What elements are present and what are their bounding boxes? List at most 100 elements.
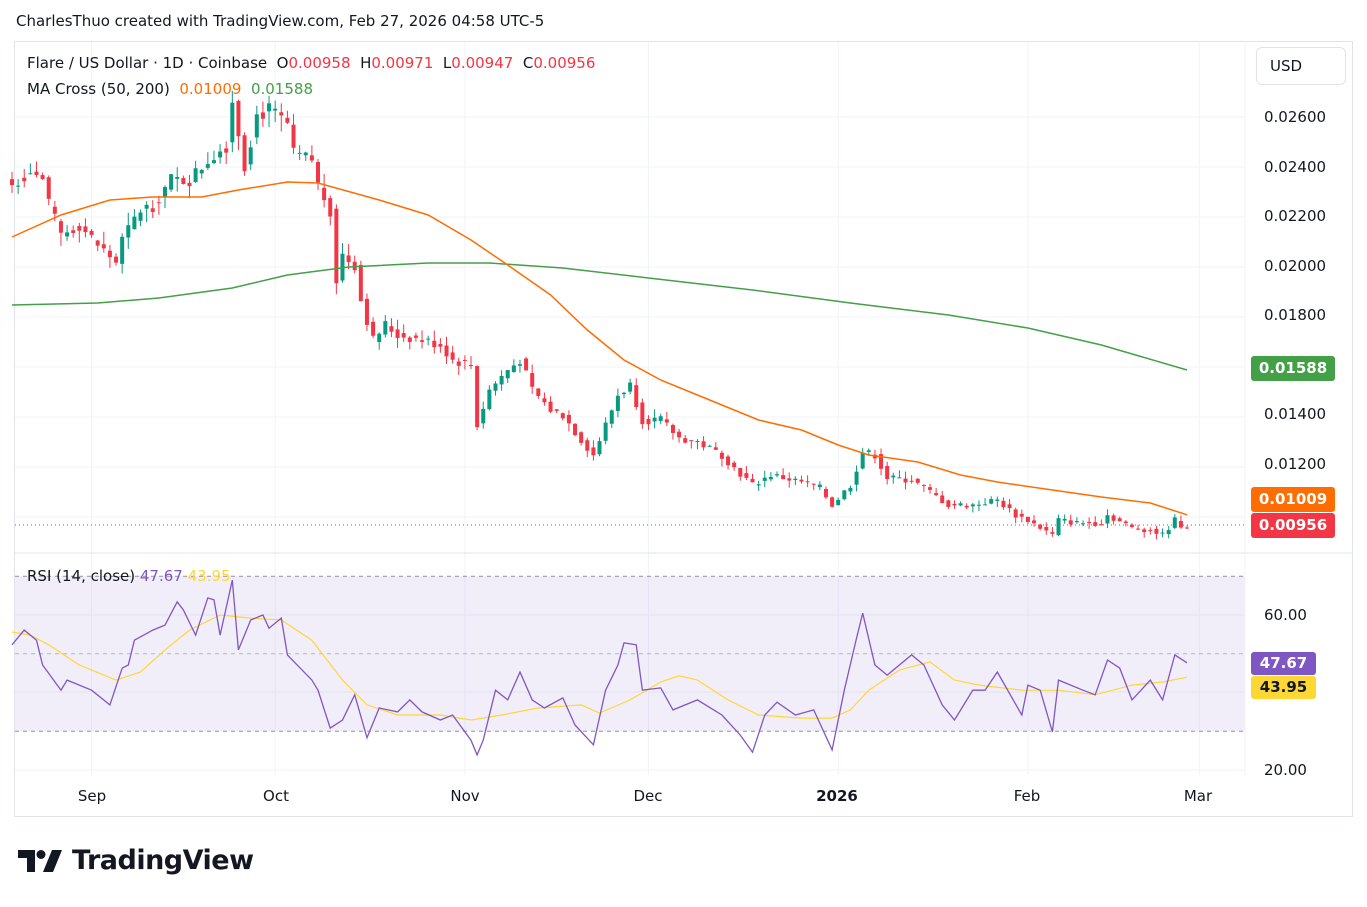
candle-body xyxy=(1105,515,1110,524)
candle-body xyxy=(983,504,988,506)
candle-body xyxy=(609,410,614,424)
candle-body xyxy=(205,164,210,168)
ma50-line xyxy=(11,181,1188,516)
candle-body xyxy=(1136,528,1141,530)
candle-body xyxy=(120,236,125,264)
candle-body xyxy=(719,452,724,459)
candle-body xyxy=(89,230,94,235)
candle-body xyxy=(432,340,437,348)
candle-body xyxy=(58,221,63,233)
candle-body xyxy=(958,503,963,506)
rsi-ma-line xyxy=(11,614,1188,721)
candle-body xyxy=(322,187,327,201)
rsi-indicator-name[interactable]: RSI (14, close) xyxy=(27,567,136,585)
candle-body xyxy=(689,440,694,442)
candle-body xyxy=(976,504,981,506)
candle-body xyxy=(34,171,39,176)
candle-body xyxy=(597,441,602,455)
candle-body xyxy=(995,499,1000,501)
candle-body xyxy=(383,321,388,335)
ma200-value: 0.01588 xyxy=(250,80,313,98)
candle-body xyxy=(1074,521,1079,523)
candle-body xyxy=(787,478,792,481)
tradingview-logo[interactable]: TradingView xyxy=(18,845,254,876)
candle-body xyxy=(640,402,645,425)
candle-body xyxy=(438,344,443,347)
candle-body xyxy=(823,488,828,498)
candle-body xyxy=(132,216,137,230)
candle-body xyxy=(475,366,480,428)
candle-body xyxy=(934,493,939,496)
symbol-title[interactable]: Flare / US Dollar · 1D · Coinbase xyxy=(27,54,268,72)
candle-body xyxy=(224,148,229,153)
candle-body xyxy=(493,383,498,391)
candle-body xyxy=(848,487,853,492)
candle-body xyxy=(371,321,376,336)
candle-body xyxy=(1007,504,1012,509)
candle-body xyxy=(903,478,908,483)
candle-body xyxy=(444,345,449,357)
candle-body xyxy=(1111,515,1116,521)
rsi-ma-value: 43.95 xyxy=(187,567,231,585)
rsi-badge: 47.67 xyxy=(1251,652,1316,675)
candle-body xyxy=(658,416,663,421)
candle-body xyxy=(22,177,27,182)
candle-body xyxy=(713,447,718,450)
candle-body xyxy=(163,187,167,197)
candle-body xyxy=(1185,527,1190,529)
time-tick: Dec xyxy=(633,787,663,805)
candle-body xyxy=(65,232,70,237)
price-tick: 0.01400 xyxy=(1264,405,1327,423)
last-price-badge: 0.00956 xyxy=(1251,513,1335,538)
price-tick: 0.02000 xyxy=(1264,257,1327,275)
price-tick: 0.02600 xyxy=(1264,108,1327,126)
currency-button[interactable]: USD xyxy=(1256,47,1346,85)
tradingview-logo-icon xyxy=(18,849,62,872)
candle-body xyxy=(1093,522,1098,526)
candle-body xyxy=(628,382,633,392)
rsi-value: 47.67 xyxy=(139,567,183,585)
price-tick: 0.01200 xyxy=(1264,455,1327,473)
high-value: 0.00971 xyxy=(371,54,434,72)
candle-body xyxy=(450,352,455,360)
candle-body xyxy=(52,206,57,214)
candle-body xyxy=(499,375,504,385)
rsi-tick: 20.00 xyxy=(1264,761,1307,775)
rsi-band-lines xyxy=(15,575,1245,732)
grid xyxy=(15,42,1245,775)
candle-body xyxy=(1013,509,1018,518)
candle-body xyxy=(634,385,639,408)
candle-body xyxy=(768,476,773,480)
candle-body xyxy=(756,484,761,486)
candle-body xyxy=(487,389,492,410)
candle-body xyxy=(1032,520,1037,524)
candle-body xyxy=(107,250,112,258)
candle-body xyxy=(891,475,896,478)
candle-body xyxy=(358,264,363,302)
candle-body xyxy=(303,152,308,156)
candle-body xyxy=(781,475,786,480)
ma-indicator-name[interactable]: MA Cross (50, 200) xyxy=(27,80,170,98)
candle-body xyxy=(1166,530,1171,535)
candle-body xyxy=(401,333,406,338)
candle-body xyxy=(389,326,394,332)
candle-body xyxy=(267,103,272,112)
candle-body xyxy=(95,240,100,246)
candle-body xyxy=(524,358,529,371)
time-tick: Sep xyxy=(77,787,107,805)
candle-body xyxy=(1142,529,1147,533)
candle-body xyxy=(285,117,290,123)
candle-body xyxy=(1056,518,1061,536)
close-value: 0.00956 xyxy=(533,54,596,72)
candle-body xyxy=(726,456,731,466)
candle-body xyxy=(1148,530,1153,532)
candle-body xyxy=(297,152,302,154)
ma50-value: 0.01009 xyxy=(179,80,242,98)
candle-body xyxy=(1160,532,1165,534)
candle-body xyxy=(169,174,174,190)
candle-body xyxy=(940,495,945,504)
candle-body xyxy=(28,173,33,175)
candle-body xyxy=(909,480,914,482)
candle-body xyxy=(897,477,902,479)
